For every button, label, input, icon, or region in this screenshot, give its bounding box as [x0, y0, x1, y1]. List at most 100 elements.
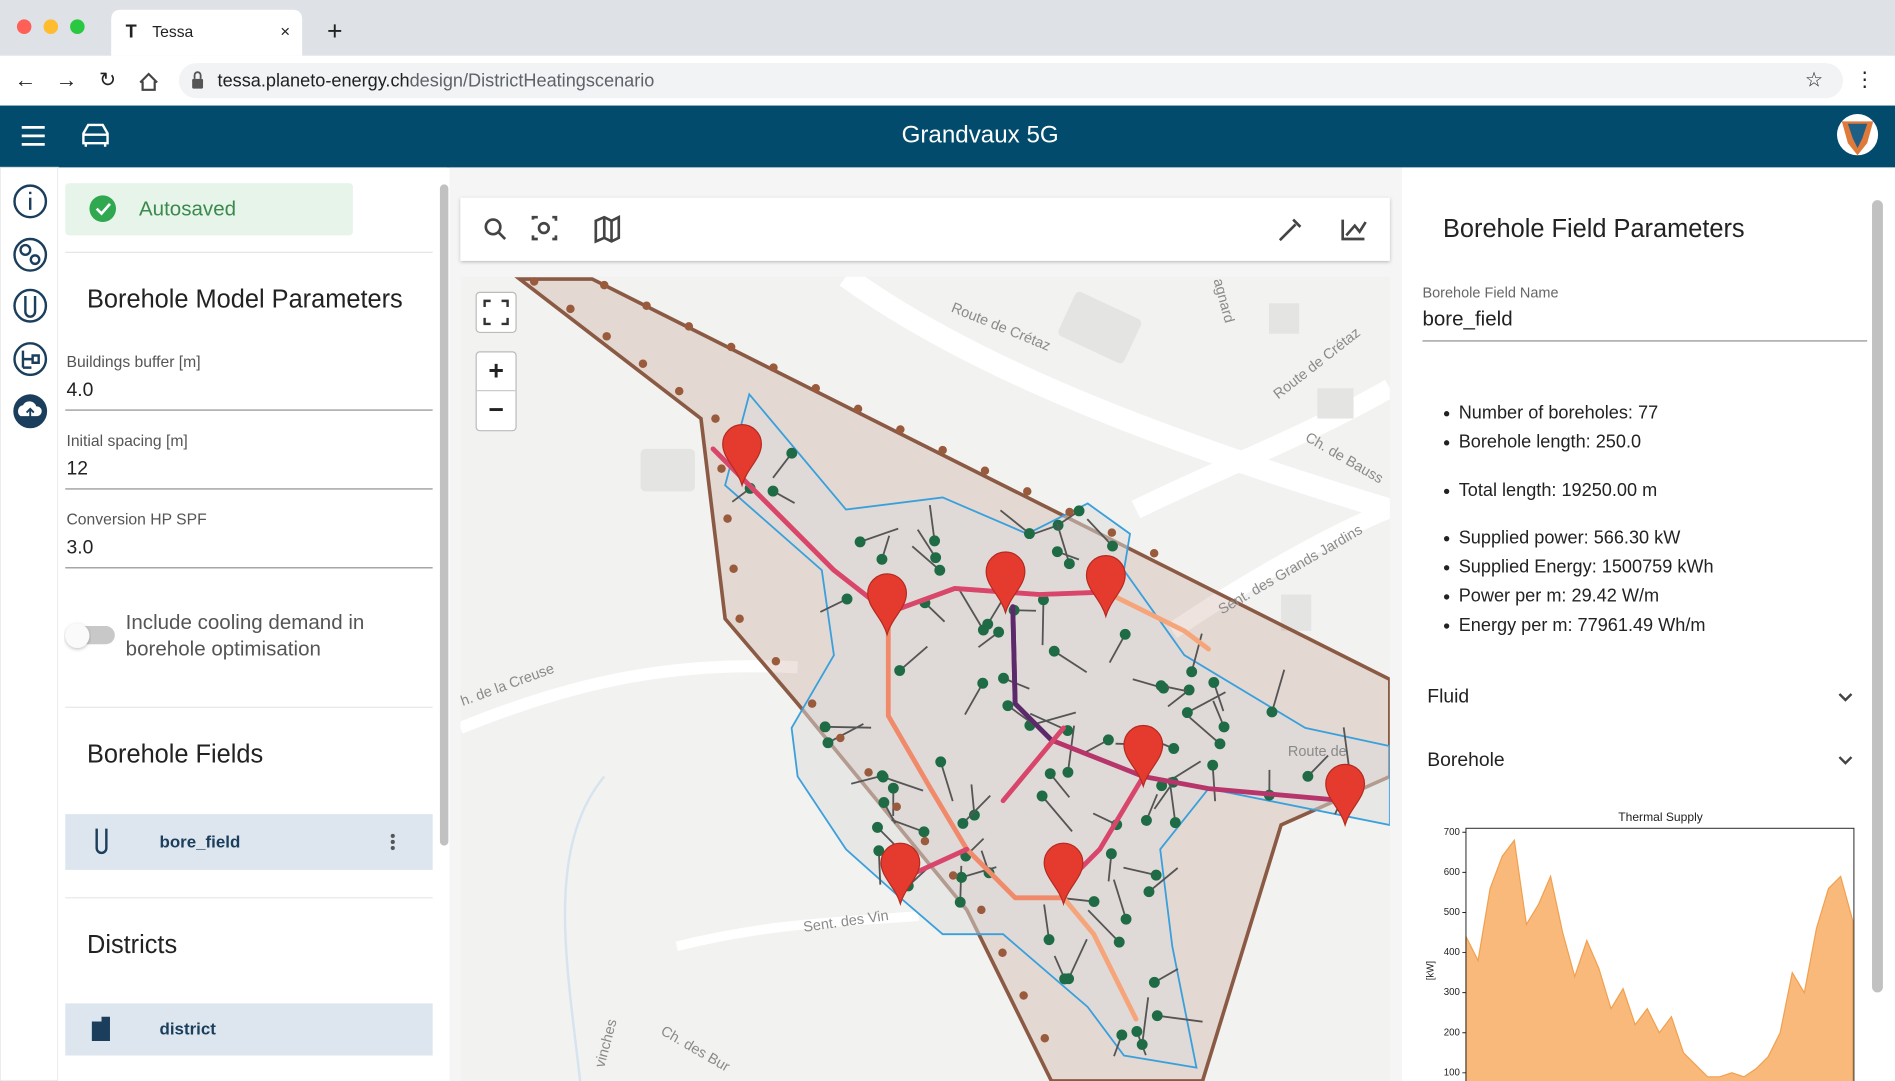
boundary-node: [735, 614, 744, 624]
building-node: [1218, 721, 1230, 733]
accordion-title[interactable]: Borehole: [1427, 749, 1504, 771]
expand-icon[interactable]: [1838, 693, 1853, 702]
back-button[interactable]: ←: [15, 67, 37, 92]
y-tick-label: 300: [1444, 987, 1460, 998]
check-icon: [89, 195, 117, 223]
tab[interactable]: [111, 9, 303, 56]
service-pipe: [877, 850, 882, 885]
service-pipe: [1056, 522, 1071, 564]
service-pipe: [1043, 904, 1050, 940]
browser-menu[interactable]: ⋮: [1855, 69, 1876, 92]
field-value[interactable]: bore_field: [1422, 308, 1512, 331]
autosave-status: [65, 183, 353, 236]
bullet: [1443, 594, 1450, 600]
zoom-select-button[interactable]: [531, 215, 558, 241]
scrollbar[interactable]: [439, 184, 449, 846]
gear-icon: [29, 254, 41, 266]
maximize-window[interactable]: [70, 19, 85, 34]
close-window[interactable]: [16, 19, 32, 34]
chart-title: Thermal Supply: [1618, 810, 1703, 824]
boundary-node: [642, 301, 651, 310]
vehicle-button[interactable]: [82, 123, 109, 147]
reload-button[interactable]: ↻: [99, 69, 116, 92]
building-node: [876, 553, 888, 565]
bookmark-star[interactable]: ☆: [1805, 69, 1823, 92]
search-button[interactable]: [484, 218, 502, 236]
service-pipe: [1189, 716, 1221, 745]
zoom-in[interactable]: +: [488, 355, 504, 385]
lock-icon: [192, 78, 204, 89]
boundary-node: [938, 445, 947, 455]
menu-button[interactable]: [21, 126, 45, 146]
bullet: [1443, 623, 1450, 629]
district-item[interactable]: [65, 1003, 433, 1056]
url-path: design/DistrictHeatingscenario: [410, 70, 655, 90]
field-value[interactable]: 3.0: [66, 536, 93, 558]
map-layer-button[interactable]: [594, 215, 621, 244]
building-node: [1148, 976, 1160, 988]
check-icon: [95, 202, 111, 216]
address-bar[interactable]: [178, 63, 1844, 99]
search-icon: [496, 230, 507, 240]
borehole-pin[interactable]: [1043, 842, 1084, 907]
district-button[interactable]: [13, 342, 48, 377]
building-node: [854, 536, 866, 548]
more-menu[interactable]: [390, 833, 395, 851]
new-tab[interactable]: +: [327, 16, 343, 46]
boundary-node: [853, 404, 863, 414]
borehole-field-item[interactable]: [65, 814, 433, 870]
network-button[interactable]: [1341, 219, 1367, 241]
borehole-pin[interactable]: [1325, 763, 1366, 828]
district-name[interactable]: district: [160, 1020, 217, 1039]
tree-icon: [21, 350, 40, 369]
borehole-field-name[interactable]: bore_field: [160, 833, 241, 852]
icon-rail: [0, 166, 59, 1081]
boundary-node: [998, 948, 1007, 957]
toggle-label: Include cooling demand in: [126, 611, 365, 634]
tab-close[interactable]: ×: [280, 22, 290, 41]
building-node: [1181, 707, 1193, 719]
minimize-window[interactable]: [43, 19, 59, 34]
building-node: [1102, 734, 1114, 746]
avatar-logo: [1847, 123, 1868, 149]
accordion-title[interactable]: Fluid: [1427, 686, 1469, 708]
field-value[interactable]: 12: [66, 458, 88, 480]
borehole-pin[interactable]: [985, 551, 1026, 615]
building-node: [1136, 1038, 1148, 1050]
service-pipe: [891, 819, 925, 833]
building-node: [957, 817, 969, 829]
field-value[interactable]: 4.0: [66, 379, 93, 401]
service-pipe: [958, 589, 985, 631]
scrollbar[interactable]: [1872, 200, 1883, 993]
building-node: [841, 593, 853, 605]
toggle-thumb[interactable]: [65, 623, 90, 648]
borehole-pin[interactable]: [1085, 555, 1126, 619]
borehole-pin[interactable]: [1123, 724, 1164, 789]
borehole-button[interactable]: [13, 288, 48, 323]
borehole-pin[interactable]: [722, 424, 762, 488]
settings-button[interactable]: [13, 237, 48, 272]
building-node: [1044, 768, 1056, 780]
building-node: [1207, 759, 1219, 771]
boundary-node: [1019, 991, 1028, 1000]
stat-item: Energy per m: 77961.49 Wh/m: [1459, 615, 1706, 635]
edit-button[interactable]: [1278, 218, 1302, 242]
zoom-out[interactable]: −: [488, 394, 504, 424]
building-node: [1073, 505, 1085, 517]
boundary-node: [723, 514, 732, 523]
service-pipe: [882, 776, 924, 792]
borehole-pin[interactable]: [867, 573, 908, 637]
borehole-pin[interactable]: [880, 842, 921, 907]
stat-item: Supplied Energy: 1500759 kWh: [1459, 557, 1714, 577]
boundary-node: [600, 280, 609, 290]
home-button[interactable]: [139, 72, 158, 91]
forward-button[interactable]: →: [56, 67, 78, 92]
fullscreen-button[interactable]: [475, 291, 517, 334]
boundary-node: [1023, 487, 1032, 496]
info-button[interactable]: [13, 184, 48, 219]
building-node: [977, 677, 989, 689]
tab-icon: T: [126, 22, 137, 42]
expand-icon[interactable]: [1838, 756, 1853, 765]
section-title: Borehole Fields: [87, 741, 263, 769]
